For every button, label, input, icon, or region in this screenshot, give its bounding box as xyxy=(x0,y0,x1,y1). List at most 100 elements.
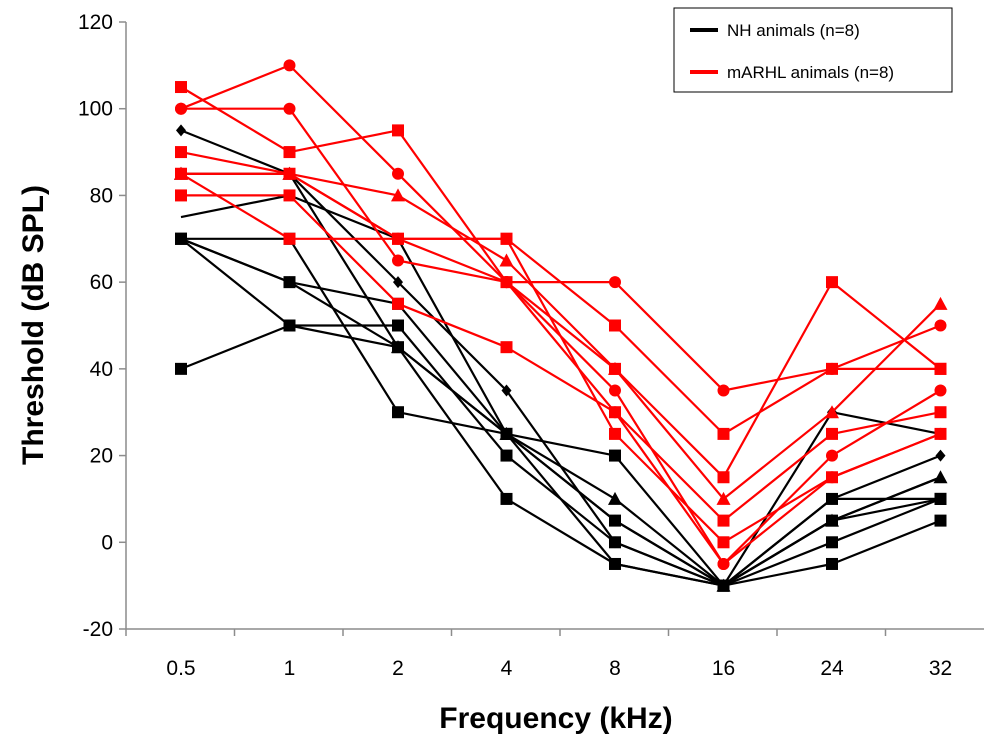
data-point xyxy=(826,471,838,484)
y-tick-label: 0 xyxy=(101,531,113,554)
data-point xyxy=(283,232,296,245)
data-point xyxy=(826,557,838,570)
data-point xyxy=(391,188,405,202)
data-point xyxy=(500,232,513,245)
data-point xyxy=(284,276,295,289)
x-tick-label: 24 xyxy=(820,657,844,680)
data-point xyxy=(175,146,187,159)
series-line xyxy=(180,86,942,479)
data-point xyxy=(500,492,513,505)
data-point xyxy=(392,406,404,419)
data-point xyxy=(717,514,730,527)
data-point xyxy=(717,427,730,440)
data-point xyxy=(175,102,187,115)
data-point xyxy=(609,276,621,289)
x-ticks: 0.5 1 2 4 8 16 24 32 xyxy=(125,629,952,680)
series-line xyxy=(180,237,941,587)
data-point xyxy=(392,297,404,310)
data-point xyxy=(283,59,296,72)
data-point xyxy=(934,406,947,419)
data-point xyxy=(175,81,187,94)
legend-label-marhl: mARHL animals (n=8) xyxy=(727,63,894,82)
y-tick-label: 60 xyxy=(90,271,113,294)
y-tick-label: 80 xyxy=(90,184,113,207)
data-point xyxy=(499,253,514,267)
y-ticks: -20 0 20 40 60 80 100 120 xyxy=(78,11,126,641)
data-point xyxy=(501,427,512,440)
data-point xyxy=(176,124,186,137)
data-point xyxy=(933,296,948,310)
y-tick-label: 100 xyxy=(78,98,113,121)
x-tick-label: 1 xyxy=(284,657,296,680)
data-point xyxy=(283,146,296,159)
x-axis: 0.5 1 2 4 8 16 24 32 xyxy=(125,628,984,680)
series-line xyxy=(181,194,941,522)
data-point xyxy=(500,449,513,462)
x-tick-label: 0.5 xyxy=(166,657,195,680)
data-point xyxy=(935,449,946,462)
data-point xyxy=(392,124,404,137)
series-nh-1 xyxy=(180,194,941,587)
y-axis-title: Threshold (dB SPL) xyxy=(17,185,50,465)
data-point xyxy=(393,341,403,354)
data-point xyxy=(826,276,838,289)
data-point xyxy=(826,362,838,375)
data-point xyxy=(500,341,513,354)
data-point xyxy=(934,362,947,375)
data-point xyxy=(609,536,621,549)
series-nh-7 xyxy=(176,232,946,592)
data-point xyxy=(610,514,620,527)
data-point xyxy=(609,449,621,462)
data-point xyxy=(827,492,837,505)
series-line xyxy=(180,172,941,544)
data-point xyxy=(175,362,187,375)
x-axis-title: Frequency (kHz) xyxy=(439,702,672,735)
data-point xyxy=(934,427,947,440)
data-point xyxy=(934,492,947,505)
data-point xyxy=(283,102,296,115)
data-point xyxy=(608,491,622,505)
data-point xyxy=(608,361,622,375)
data-point xyxy=(392,319,404,332)
x-tick-label: 8 xyxy=(609,657,621,680)
y-tick-label: 20 xyxy=(90,445,113,468)
data-point xyxy=(717,384,730,397)
data-point xyxy=(176,232,186,245)
legend-label-nh: NH animals (n=8) xyxy=(727,21,860,40)
data-point xyxy=(934,319,947,332)
data-point xyxy=(392,232,404,245)
data-point xyxy=(717,557,730,570)
series-line xyxy=(181,172,941,587)
series-marhl-15 xyxy=(175,167,947,570)
data-point xyxy=(717,471,730,484)
series-line xyxy=(180,237,941,587)
x-tick-label: 16 xyxy=(712,657,735,680)
legend: NH animals (n=8) mARHL animals (n=8) xyxy=(673,7,953,93)
data-point xyxy=(933,470,948,484)
data-point xyxy=(500,276,513,289)
data-point xyxy=(392,254,404,267)
data-point xyxy=(826,536,838,549)
data-point xyxy=(283,167,296,180)
data-point xyxy=(716,491,731,505)
data-point xyxy=(175,189,187,202)
series-line xyxy=(180,64,941,392)
series-line xyxy=(180,194,941,587)
y-axis: -20 0 20 40 60 80 100 120 xyxy=(78,11,127,641)
y-tick-label: 40 xyxy=(90,358,113,381)
series-line xyxy=(181,172,942,500)
data-point xyxy=(609,319,621,332)
y-tick-label: -20 xyxy=(83,618,113,641)
data-point xyxy=(501,384,512,397)
data-point xyxy=(826,427,838,440)
data-point xyxy=(718,579,729,592)
data-point xyxy=(609,427,621,440)
data-point xyxy=(825,513,839,527)
x-tick-label: 2 xyxy=(392,657,404,680)
data-point xyxy=(283,319,296,332)
data-point xyxy=(934,384,947,397)
data-point xyxy=(283,189,296,202)
data-point xyxy=(609,406,621,419)
y-tick-label: 120 xyxy=(78,11,113,34)
x-tick-label: 32 xyxy=(929,657,952,680)
